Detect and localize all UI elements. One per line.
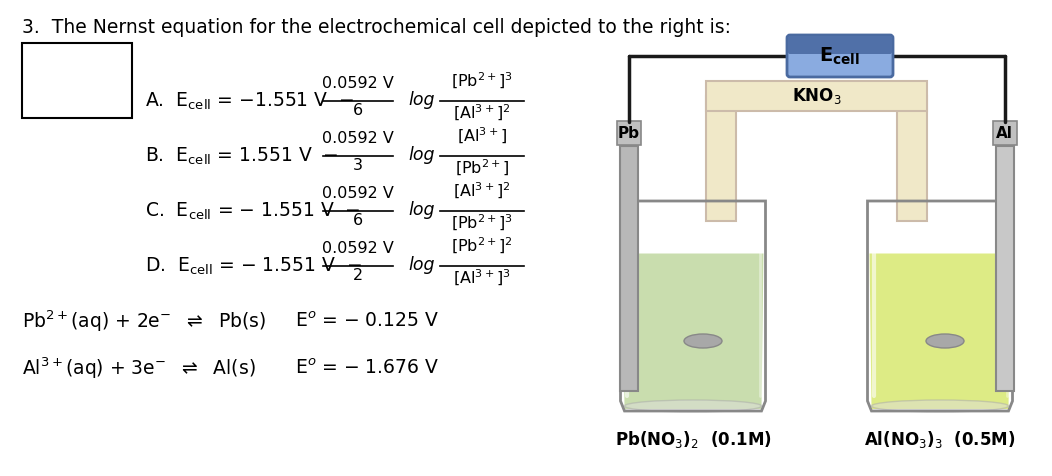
FancyBboxPatch shape — [616, 121, 641, 145]
Text: 3: 3 — [353, 158, 363, 173]
Text: C.  E$_\mathregular{cell}$ = $-$ 1.551 V  $-$: C. E$_\mathregular{cell}$ = $-$ 1.551 V … — [145, 200, 361, 222]
Ellipse shape — [871, 400, 1009, 412]
Text: log: log — [408, 91, 434, 109]
FancyBboxPatch shape — [787, 35, 893, 77]
Text: Pb(NO$_3$)$_2$  (0.1M): Pb(NO$_3$)$_2$ (0.1M) — [614, 429, 771, 450]
Bar — [22, 43, 132, 118]
Text: [Pb$^{2+}$]$^2$: [Pb$^{2+}$]$^2$ — [451, 236, 513, 256]
Text: [Al$^{3+}$]: [Al$^{3+}$] — [457, 126, 507, 146]
Text: Pb: Pb — [618, 126, 640, 140]
Text: KNO$_3$: KNO$_3$ — [792, 86, 842, 106]
Text: Pb$^{2+}$(aq) + 2e$^{-}$  $\rightleftharpoons$  Pb(s): Pb$^{2+}$(aq) + 2e$^{-}$ $\rightleftharp… — [22, 308, 266, 334]
Ellipse shape — [926, 334, 964, 348]
Text: D.  E$_\mathregular{cell}$ = $-$ 1.551 V  $-$: D. E$_\mathregular{cell}$ = $-$ 1.551 V … — [145, 255, 362, 277]
Text: 2: 2 — [352, 268, 363, 283]
Text: A.  E$_\mathregular{cell}$ = $-$1.551 V  $-$: A. E$_\mathregular{cell}$ = $-$1.551 V $… — [145, 90, 355, 112]
Bar — [897, 96, 927, 221]
Text: [Pb$^{2+}$]: [Pb$^{2+}$] — [454, 158, 509, 178]
FancyBboxPatch shape — [992, 121, 1016, 145]
Ellipse shape — [684, 334, 722, 348]
Text: 6: 6 — [352, 103, 363, 118]
Text: log: log — [408, 256, 434, 274]
Bar — [706, 81, 927, 111]
Text: [Pb$^{2+}$]$^3$: [Pb$^{2+}$]$^3$ — [451, 71, 513, 91]
Text: 3.  The Nernst equation for the electrochemical cell depicted to the right is:: 3. The Nernst equation for the electroch… — [22, 18, 731, 37]
Bar — [620, 146, 638, 391]
Text: [Al$^{3+}$]$^2$: [Al$^{3+}$]$^2$ — [453, 103, 510, 123]
Text: E$^{o}$ = $-$ 1.676 V: E$^{o}$ = $-$ 1.676 V — [295, 358, 440, 377]
Bar — [706, 96, 736, 221]
Polygon shape — [623, 254, 764, 409]
Text: log: log — [408, 146, 434, 164]
Ellipse shape — [625, 400, 762, 412]
Polygon shape — [870, 254, 1011, 409]
Text: Al$^{3+}$(aq) + 3e$^{-}$  $\rightleftharpoons$  Al(s): Al$^{3+}$(aq) + 3e$^{-}$ $\rightleftharp… — [22, 355, 256, 381]
Text: log: log — [408, 201, 434, 219]
Text: E$_\mathregular{cell}$: E$_\mathregular{cell}$ — [820, 45, 861, 67]
Text: 0.0592 V: 0.0592 V — [322, 76, 393, 91]
Text: 0.0592 V: 0.0592 V — [322, 186, 393, 201]
Text: E$^{o}$ = $-$ 0.125 V: E$^{o}$ = $-$ 0.125 V — [295, 311, 440, 331]
FancyBboxPatch shape — [788, 36, 892, 54]
Text: 0.0592 V: 0.0592 V — [322, 131, 393, 146]
Bar — [995, 146, 1013, 391]
Text: Al: Al — [996, 126, 1013, 140]
Text: 0.0592 V: 0.0592 V — [322, 241, 393, 256]
Text: [Pb$^{2+}$]$^3$: [Pb$^{2+}$]$^3$ — [451, 213, 513, 233]
Text: 6: 6 — [352, 213, 363, 228]
Text: [Al$^{3+}$]$^2$: [Al$^{3+}$]$^2$ — [453, 181, 510, 201]
Text: Al(NO$_3$)$_3$  (0.5M): Al(NO$_3$)$_3$ (0.5M) — [865, 429, 1015, 450]
Text: B.  E$_\mathregular{cell}$ = 1.551 V  $-$: B. E$_\mathregular{cell}$ = 1.551 V $-$ — [145, 145, 339, 167]
Text: [Al$^{3+}$]$^3$: [Al$^{3+}$]$^3$ — [453, 268, 511, 288]
